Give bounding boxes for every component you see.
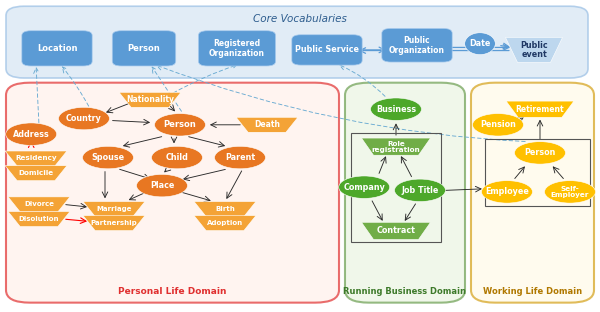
Text: Working Life Domain: Working Life Domain <box>483 287 582 296</box>
Text: Person: Person <box>128 44 160 53</box>
Text: Disolution: Disolution <box>19 216 59 222</box>
Polygon shape <box>83 216 145 231</box>
Text: Adoption: Adoption <box>207 220 243 226</box>
Polygon shape <box>5 166 67 181</box>
Polygon shape <box>361 138 431 155</box>
Ellipse shape <box>545 181 595 203</box>
FancyBboxPatch shape <box>22 31 92 66</box>
Text: Company: Company <box>343 183 385 192</box>
Polygon shape <box>8 197 70 212</box>
Text: Address: Address <box>13 130 50 139</box>
Ellipse shape <box>137 174 187 197</box>
Ellipse shape <box>151 146 203 169</box>
Text: Spouse: Spouse <box>91 153 125 162</box>
Polygon shape <box>361 222 431 240</box>
Text: Contract: Contract <box>377 227 415 235</box>
Text: Child: Child <box>166 153 188 162</box>
Ellipse shape <box>338 176 390 198</box>
FancyBboxPatch shape <box>471 83 594 303</box>
Ellipse shape <box>371 98 421 120</box>
Polygon shape <box>236 117 298 132</box>
Text: Date: Date <box>469 39 491 48</box>
Polygon shape <box>194 216 256 231</box>
Ellipse shape <box>473 114 523 136</box>
Text: Location: Location <box>37 44 77 53</box>
Text: Role
registration: Role registration <box>371 141 421 153</box>
Text: Pension: Pension <box>480 120 516 129</box>
Text: Public Service: Public Service <box>295 46 359 54</box>
Text: Public
event: Public event <box>520 41 548 59</box>
Bar <box>485 139 590 206</box>
Polygon shape <box>194 202 256 217</box>
Text: Nationality: Nationality <box>126 95 174 104</box>
Polygon shape <box>8 212 70 227</box>
Text: Business: Business <box>376 105 416 114</box>
Text: Death: Death <box>254 120 280 129</box>
FancyBboxPatch shape <box>6 6 588 78</box>
Text: Job Title: Job Title <box>401 186 439 195</box>
Ellipse shape <box>515 142 566 164</box>
Text: Parent: Parent <box>225 153 255 162</box>
Text: Place: Place <box>150 181 174 190</box>
Text: Country: Country <box>66 114 102 123</box>
Ellipse shape <box>155 114 205 136</box>
Text: Divorce: Divorce <box>24 201 54 207</box>
Ellipse shape <box>395 179 445 202</box>
Text: Core Vocabularies: Core Vocabularies <box>253 14 347 24</box>
FancyBboxPatch shape <box>345 83 465 303</box>
Ellipse shape <box>5 123 57 145</box>
Text: Public
Organization: Public Organization <box>389 36 445 55</box>
Polygon shape <box>505 37 563 62</box>
Ellipse shape <box>482 181 533 203</box>
Ellipse shape <box>83 146 133 169</box>
Text: Personal Life Domain: Personal Life Domain <box>118 287 227 296</box>
Polygon shape <box>506 101 574 117</box>
FancyBboxPatch shape <box>112 31 176 66</box>
Text: Person: Person <box>164 120 196 129</box>
Text: Registered
Organization: Registered Organization <box>209 39 265 58</box>
Text: Domicile: Domicile <box>19 170 53 176</box>
Text: Birth: Birth <box>215 206 235 212</box>
Text: Person: Person <box>524 149 556 157</box>
Ellipse shape <box>465 33 496 55</box>
Text: Partnership: Partnership <box>91 220 137 226</box>
Polygon shape <box>5 151 67 166</box>
Ellipse shape <box>59 107 110 130</box>
Polygon shape <box>83 202 145 217</box>
FancyBboxPatch shape <box>292 35 362 65</box>
FancyBboxPatch shape <box>199 31 275 66</box>
FancyBboxPatch shape <box>382 28 452 62</box>
FancyBboxPatch shape <box>6 83 339 303</box>
Polygon shape <box>119 92 181 107</box>
Text: Running Business Domain: Running Business Domain <box>343 287 467 296</box>
Text: Employee: Employee <box>485 188 529 196</box>
Text: Self-
Employer: Self- Employer <box>551 186 589 198</box>
Ellipse shape <box>215 146 265 169</box>
Text: Retirement: Retirement <box>515 105 565 114</box>
Text: Marriage: Marriage <box>96 206 132 212</box>
Bar <box>351 133 441 242</box>
Text: Residency: Residency <box>15 155 57 162</box>
